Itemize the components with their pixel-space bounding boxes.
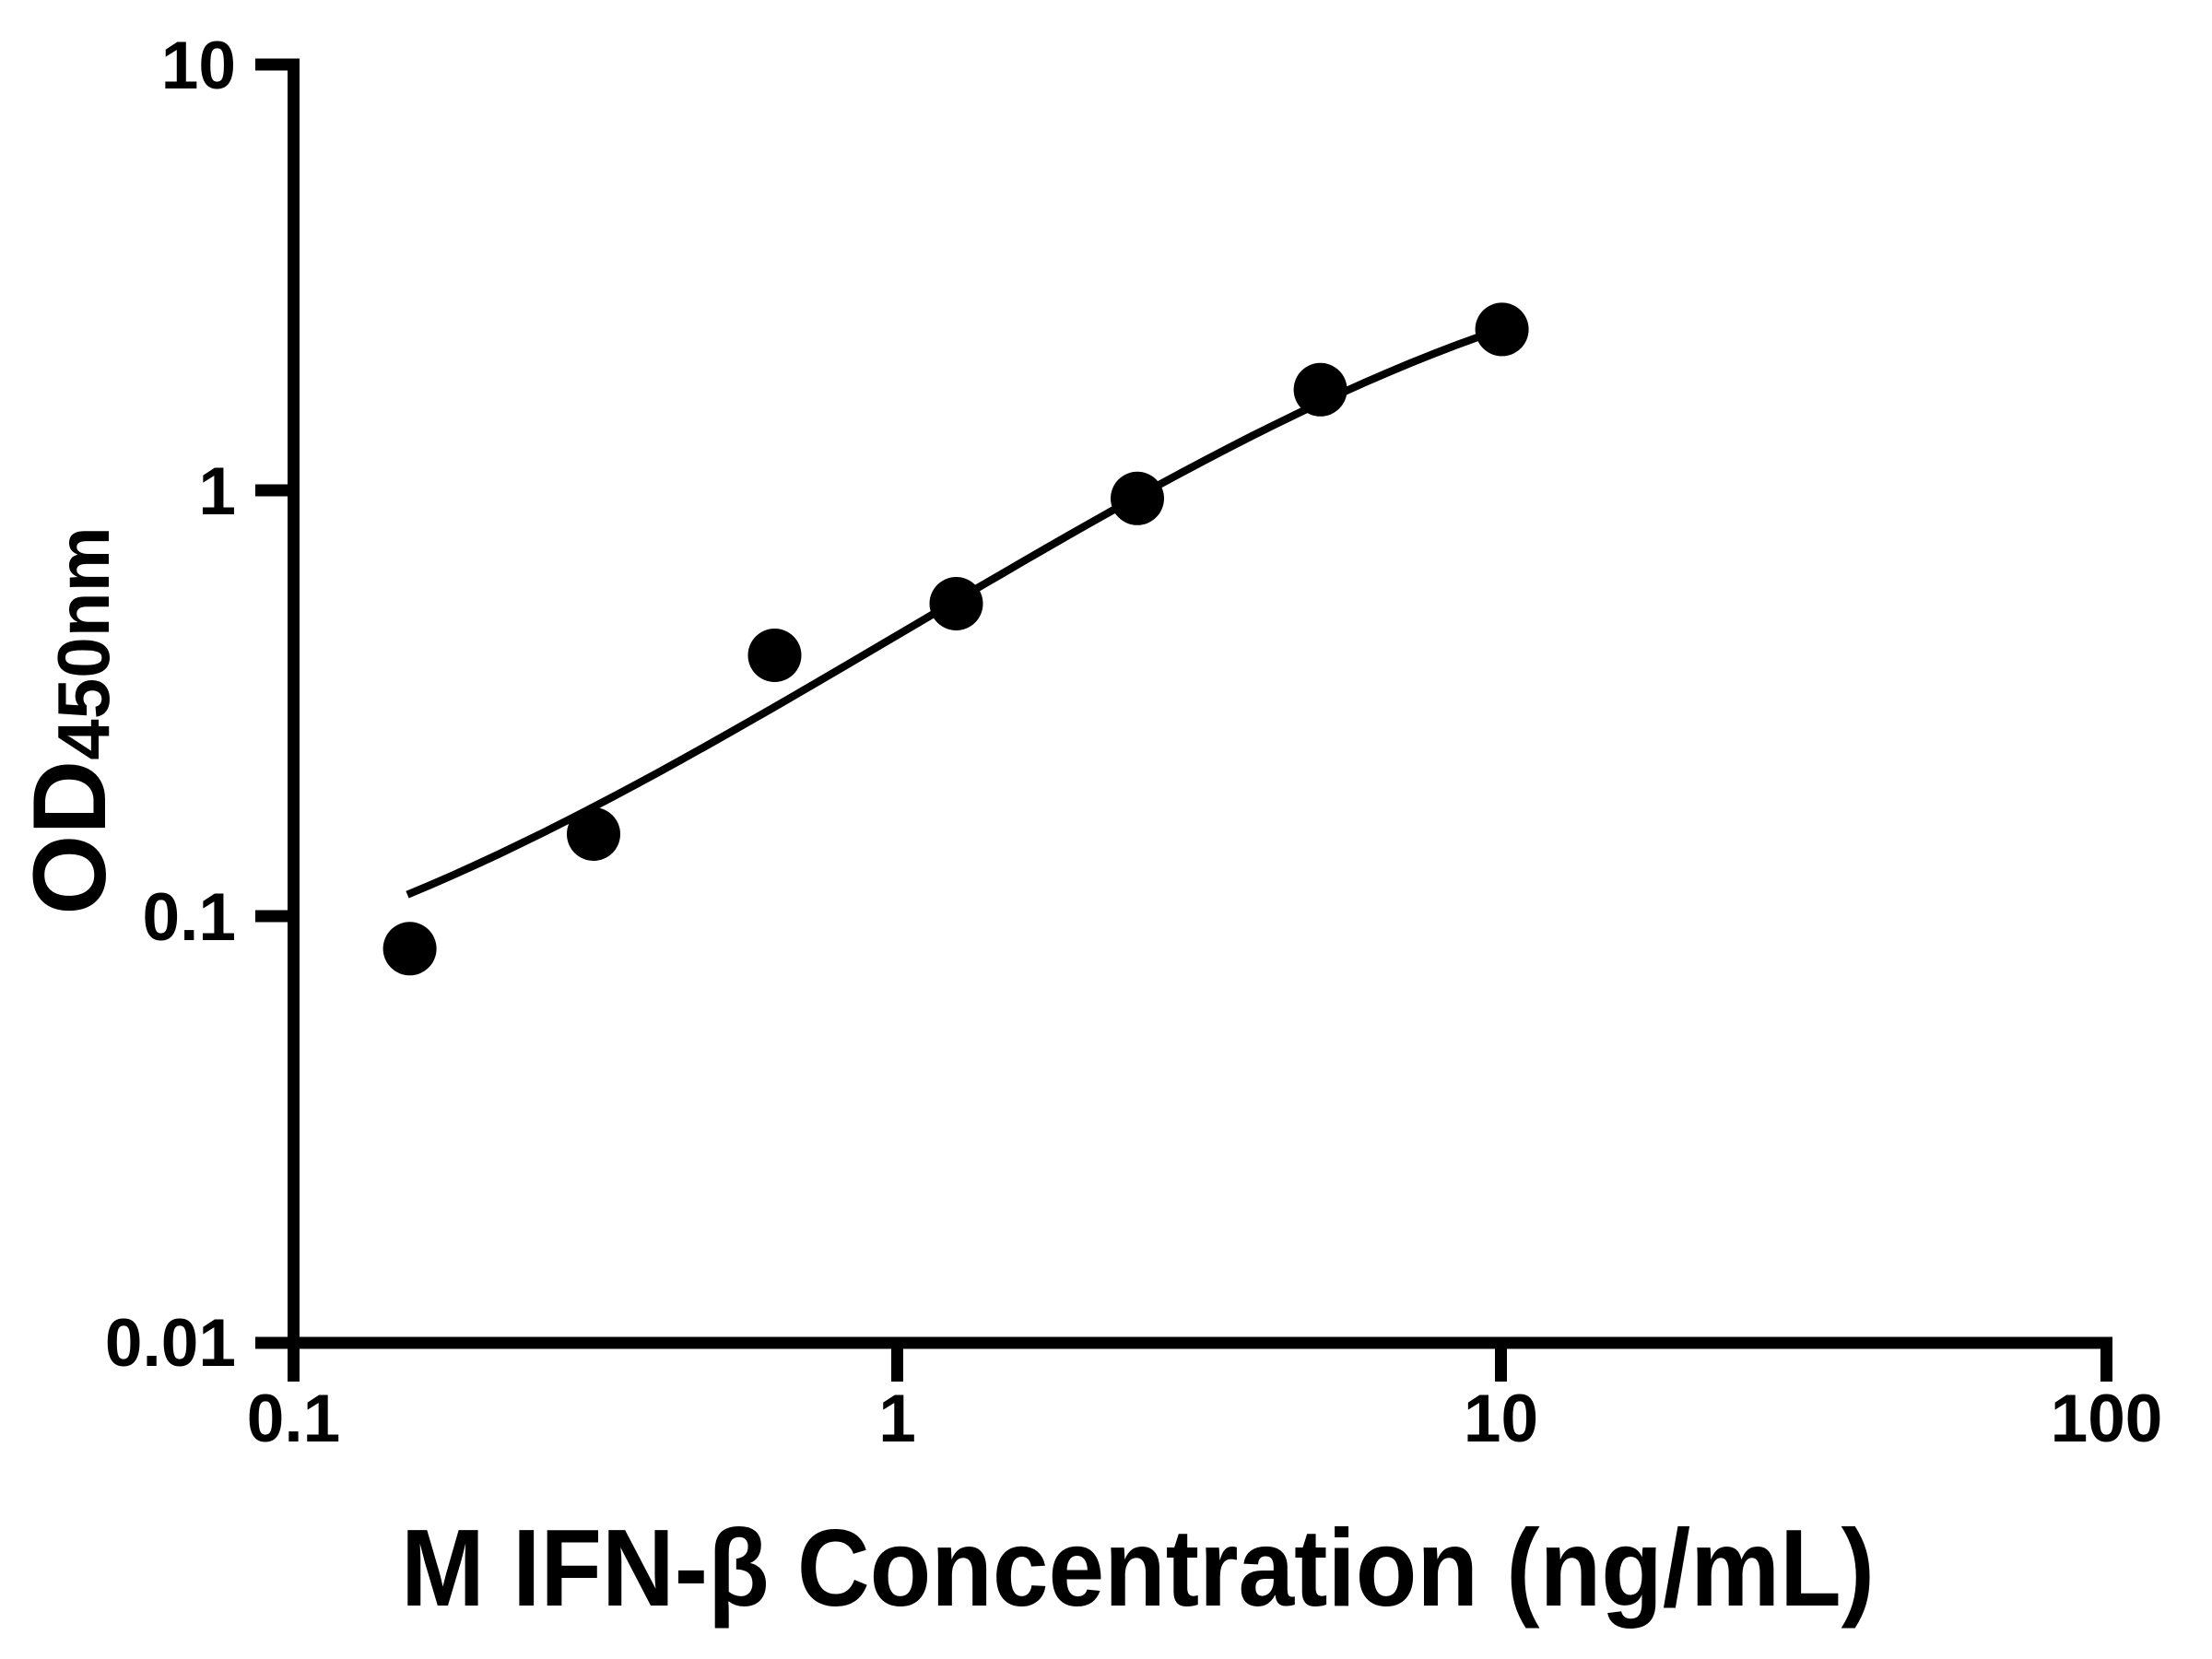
svg-text:0.1: 0.1	[247, 1382, 340, 1456]
svg-text:1: 1	[198, 454, 236, 529]
svg-text:1: 1	[878, 1382, 916, 1456]
svg-text:10: 10	[1464, 1382, 1538, 1456]
svg-text:0.01: 0.01	[105, 1306, 236, 1381]
svg-text:0.1: 0.1	[143, 880, 236, 955]
svg-text:10: 10	[161, 29, 236, 103]
svg-text:M IFN-β Concentration (ng/mL): M IFN-β Concentration (ng/mL)	[401, 1507, 1875, 1630]
svg-text:100: 100	[2051, 1382, 2163, 1456]
